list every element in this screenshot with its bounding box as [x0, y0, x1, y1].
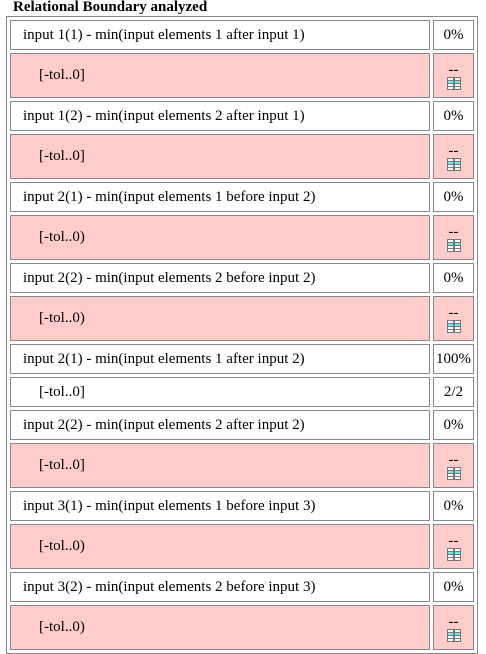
range-label: [-tol..0) [10, 605, 430, 650]
coverage-icon [446, 467, 461, 480]
check-label: input 3(2) - min(input elements 2 before… [10, 572, 430, 602]
range-value: -- [433, 134, 474, 179]
range-row: [-tol..0] -- [10, 443, 474, 488]
check-value: 0% [433, 263, 474, 293]
range-value: -- [433, 524, 474, 569]
range-value: -- [433, 605, 474, 650]
range-label: [-tol..0) [10, 215, 430, 260]
range-value-text: -- [448, 305, 459, 321]
range-label: [-tol..0] [10, 377, 430, 407]
check-row: input 3(2) - min(input elements 2 before… [10, 572, 474, 602]
range-value-text: -- [448, 614, 459, 630]
check-value: 0% [433, 20, 474, 50]
check-label: input 3(1) - min(input elements 1 before… [10, 491, 430, 521]
check-label: input 2(2) - min(input elements 2 before… [10, 263, 430, 293]
range-value-text: -- [448, 533, 459, 549]
check-row: input 3(1) - min(input elements 1 before… [10, 491, 474, 521]
range-value-text: -- [448, 62, 459, 78]
range-row: [-tol..0) -- [10, 524, 474, 569]
coverage-icon [446, 77, 461, 90]
range-row: [-tol..0) -- [10, 296, 474, 341]
range-row: [-tol..0] -- [10, 134, 474, 179]
range-value-text: -- [448, 224, 459, 240]
check-value: 0% [433, 182, 474, 212]
title: Relational Boundary analyzed [13, 0, 208, 15]
range-row: [-tol..0] 2/2 [10, 377, 474, 407]
check-row: input 1(2) - min(input elements 2 after … [10, 101, 474, 131]
check-row: input 2(2) - min(input elements 2 before… [10, 263, 474, 293]
range-label: [-tol..0] [10, 443, 430, 488]
coverage-icon [446, 548, 461, 561]
range-value-text: -- [448, 452, 459, 468]
check-label: input 2(1) - min(input elements 1 before… [10, 182, 430, 212]
range-value-text: -- [448, 143, 459, 159]
range-row: [-tol..0) -- [10, 215, 474, 260]
coverage-icon [446, 239, 461, 252]
range-row: [-tol..0] -- [10, 53, 474, 98]
range-label: [-tol..0) [10, 296, 430, 341]
check-row: input 2(1) - min(input elements 1 before… [10, 182, 474, 212]
range-value: 2/2 [433, 377, 474, 407]
check-row: input 2(2) - min(input elements 2 after … [10, 410, 474, 440]
range-value: -- [433, 215, 474, 260]
range-label: [-tol..0] [10, 134, 430, 179]
check-value: 0% [433, 572, 474, 602]
coverage-icon [446, 158, 461, 171]
range-value: -- [433, 296, 474, 341]
check-label: input 2(1) - min(input elements 1 after … [10, 344, 430, 374]
coverage-icon [446, 629, 461, 642]
check-row: input 1(1) - min(input elements 1 after … [10, 20, 474, 50]
range-label: [-tol..0) [10, 524, 430, 569]
range-value: -- [433, 53, 474, 98]
coverage-icon [446, 320, 461, 333]
check-label: input 1(2) - min(input elements 2 after … [10, 101, 430, 131]
check-value: 0% [433, 410, 474, 440]
check-label: input 2(2) - min(input elements 2 after … [10, 410, 430, 440]
results-table: input 1(1) - min(input elements 1 after … [6, 16, 478, 654]
check-value: 100% [433, 344, 474, 374]
check-label: input 1(1) - min(input elements 1 after … [10, 20, 430, 50]
range-row: [-tol..0) -- [10, 605, 474, 650]
range-value: -- [433, 443, 474, 488]
check-value: 0% [433, 491, 474, 521]
range-label: [-tol..0] [10, 53, 430, 98]
check-value: 0% [433, 101, 474, 131]
check-row: input 2(1) - min(input elements 1 after … [10, 344, 474, 374]
